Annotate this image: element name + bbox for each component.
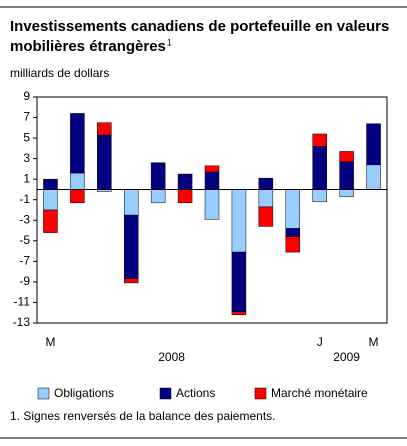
title-footnote-marker: 1: [167, 37, 172, 47]
bar-segment: [70, 113, 85, 174]
y-tick-label: 1: [23, 171, 30, 185]
bar-segment: [204, 165, 220, 173]
bar-segment: [123, 278, 139, 284]
y-tick-label: 3: [23, 151, 30, 165]
bar-segment: [123, 189, 139, 216]
x-tick-label: M: [45, 335, 55, 349]
bar-segment: [231, 189, 247, 253]
y-tick-label: 7: [23, 110, 30, 124]
bar-segment: [150, 162, 166, 190]
legend-swatch: [159, 387, 172, 400]
footnote: 1. Signes renversés de la balance des pa…: [10, 409, 276, 423]
y-tick-label: -11: [14, 295, 31, 309]
year-label: 2009: [333, 350, 360, 364]
bar-segment: [43, 189, 58, 211]
bar-segment: [366, 164, 381, 190]
y-tick-label: 5: [23, 130, 30, 144]
y-tick-label: -7: [19, 254, 30, 268]
legend-label: Marché monétaire: [271, 386, 368, 400]
bar-segment: [258, 206, 274, 227]
year-label: 2008: [158, 350, 185, 364]
x-tick-label: M: [369, 335, 379, 349]
chart-title: Investissements canadiens de portefeuill…: [10, 18, 389, 35]
y-tick-label: -9: [19, 274, 30, 288]
bar-segment: [339, 189, 354, 197]
y-tick-label: 9: [23, 89, 30, 103]
y-tick-label: -5: [19, 233, 30, 247]
chart-title: mobilières étrangères: [10, 38, 166, 55]
bar-segment: [204, 171, 220, 190]
bar-segment: [312, 133, 327, 147]
bar-segment: [97, 122, 112, 136]
bar-segment: [366, 123, 381, 166]
bar-segment: [70, 172, 85, 190]
bar-segment: [123, 214, 139, 280]
bar-segment: [285, 189, 301, 229]
legend-swatch: [254, 387, 267, 400]
legend-label: Actions: [176, 386, 215, 400]
bar-segment: [204, 189, 220, 220]
x-tick-label: J: [317, 335, 323, 349]
bar-segment: [43, 209, 58, 233]
bar-segment: [339, 161, 354, 190]
bar-segment: [285, 236, 301, 253]
y-axis-label: milliards de dollars: [10, 66, 109, 80]
bar-segment: [43, 178, 58, 190]
y-tick-label: -13: [13, 315, 31, 329]
bar-segment: [177, 189, 193, 204]
legend-label: Obligations: [54, 386, 114, 400]
bar-segment: [285, 228, 301, 237]
bar-segment: [231, 311, 247, 316]
bar-segment: [70, 189, 85, 204]
bar-segment: [339, 151, 354, 162]
bar-segment: [231, 251, 247, 312]
plot-frame: [36, 96, 388, 324]
bar-segment: [312, 146, 327, 190]
bar-segment: [258, 177, 274, 190]
bar-segment: [177, 173, 193, 190]
bar-segment: [97, 134, 112, 190]
y-tick-label: -1: [19, 192, 30, 206]
bar-segment: [150, 189, 166, 204]
bar-segment: [258, 189, 274, 208]
legend-swatch: [37, 387, 50, 400]
bar-segment: [312, 189, 327, 203]
y-tick-label: -3: [19, 212, 30, 226]
